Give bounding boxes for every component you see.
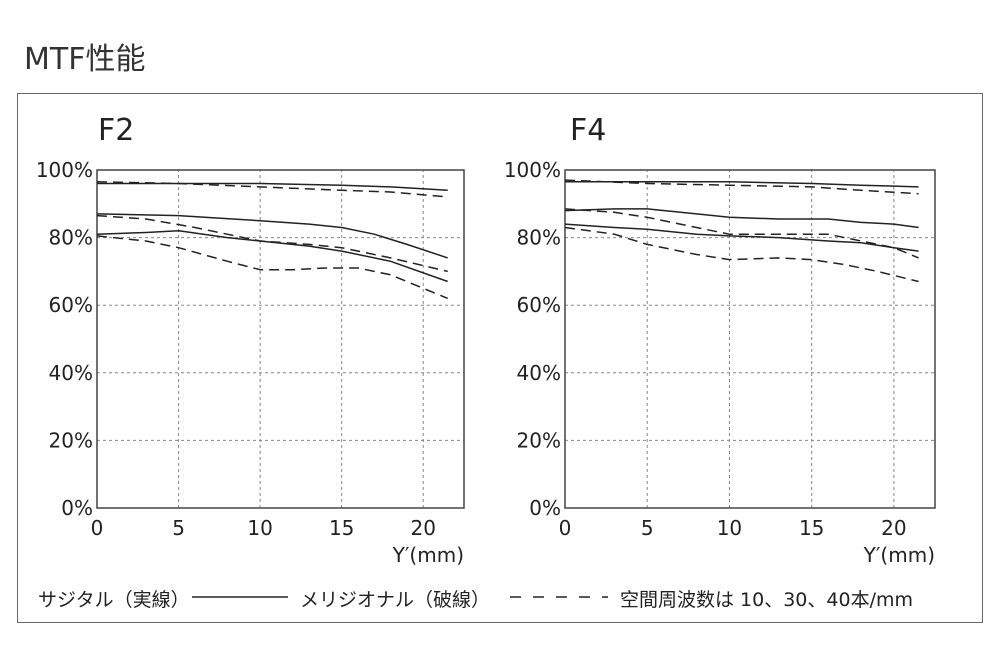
y-tick-label: 20% <box>49 428 93 452</box>
y-tick-label: 0% <box>61 496 93 520</box>
series-line-dashed <box>96 214 448 273</box>
series-line-dashed <box>564 179 919 195</box>
x-tick-label: 0 <box>559 516 572 540</box>
legend-solid-line <box>192 596 288 598</box>
legend-caption: サジタル（実線） メリジオナル（破線） 空間周波数は 10、30、40本/mm <box>38 585 968 615</box>
legend-frequencies-label: 空間周波数は 10、30、40本/mm <box>620 589 913 611</box>
series-line-solid <box>96 230 448 283</box>
chart-f4: F4 0% 20% 40% 60% 80% 100% 0 5 10 15 20 Y′(mm) <box>504 113 936 567</box>
legend-dashed-line <box>510 596 608 598</box>
chart-f2: F2 0% 20% 40% 60% 80% 100% 0 5 10 15 20 Y′(mm) <box>36 113 465 567</box>
y-tick-label: 60% <box>517 293 561 317</box>
series-line-solid <box>565 181 919 188</box>
plot-border <box>564 169 936 509</box>
plot-border <box>96 169 465 509</box>
series-line-dashed <box>564 226 919 283</box>
series-line-solid <box>564 223 919 252</box>
x-tick-label: 15 <box>329 516 354 540</box>
series-line-dashed <box>96 181 448 198</box>
y-tick-label: 60% <box>49 293 93 317</box>
y-tick-label: 20% <box>517 428 561 452</box>
x-tick-label: 10 <box>247 516 272 540</box>
series-line-solid <box>564 208 919 229</box>
y-tick-label: 80% <box>517 226 561 250</box>
legend-sagittal-label: サジタル（実線） <box>38 589 190 611</box>
x-axis-label: Y′(mm) <box>863 543 935 567</box>
page-title: MTF性能 <box>24 42 146 77</box>
chart-frame <box>17 93 983 623</box>
x-tick-label: 20 <box>881 516 906 540</box>
x-tick-label: 5 <box>641 516 654 540</box>
chart-title-f2: F2 <box>98 113 134 148</box>
y-tick-label: 40% <box>49 361 93 385</box>
y-tick-label: 100% <box>504 158 561 182</box>
y-tick-label: 80% <box>49 226 93 250</box>
x-tick-label: 0 <box>91 516 104 540</box>
chart-title-f4: F4 <box>570 113 606 148</box>
series-line-solid <box>96 213 448 259</box>
y-tick-label: 0% <box>529 496 561 520</box>
x-tick-label: 5 <box>172 516 185 540</box>
legend-meridional-label: メリジオナル（破線） <box>300 589 491 611</box>
x-tick-label: 15 <box>799 516 824 540</box>
y-tick-label: 40% <box>517 361 561 385</box>
x-axis-label: Y′(mm) <box>392 543 464 567</box>
series-line-dashed <box>96 235 448 300</box>
y-tick-label: 100% <box>36 158 93 182</box>
x-tick-label: 10 <box>717 516 742 540</box>
series-line-dashed <box>564 208 919 259</box>
x-tick-label: 20 <box>410 516 435 540</box>
series-line-solid <box>97 182 448 192</box>
